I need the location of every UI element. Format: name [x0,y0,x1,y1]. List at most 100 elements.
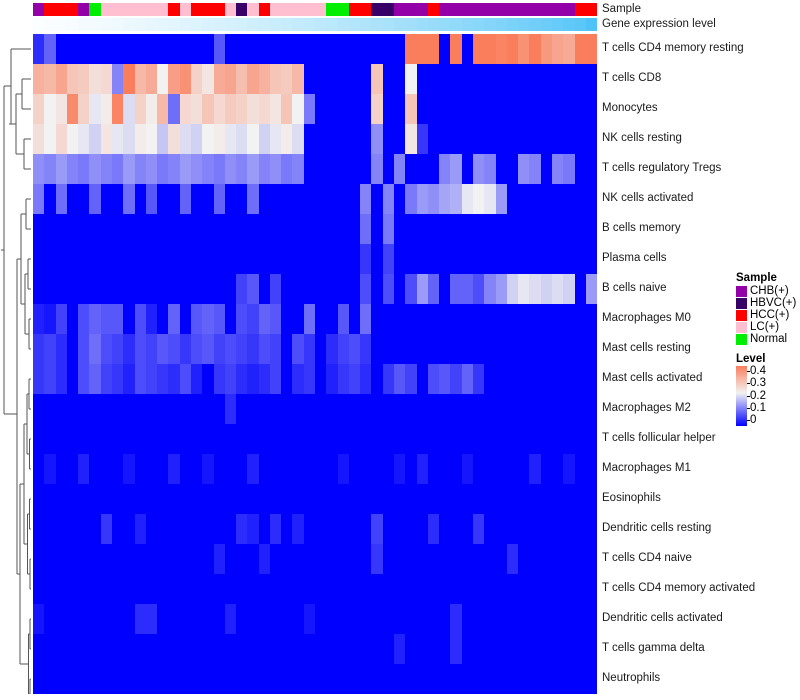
heatmap-cell [315,154,327,184]
heatmap-cell [371,214,383,244]
heatmap-cell [44,424,56,454]
heatmap-cell [348,454,361,484]
heatmap-cell [236,214,248,244]
heatmap-cell [574,664,586,694]
sample-annotation-cell [44,3,56,16]
heatmap-cell [450,214,462,244]
heatmap-cell [303,394,316,424]
heatmap-cell [190,514,203,544]
heatmap-cell [247,514,259,544]
gene-expression-cell [179,18,191,31]
heatmap-cell [563,304,575,334]
heatmap-cell [585,214,598,244]
heatmap-cell [450,544,462,574]
heatmap-cell [540,94,552,124]
heatmap-cell [529,394,541,424]
heatmap-cell [213,574,225,604]
heatmap-cell [281,394,293,424]
heatmap-cell [326,244,338,274]
heatmap-cell [111,634,124,664]
heatmap-cell [213,304,225,334]
heatmap-cell [563,574,575,604]
heatmap-cell [540,244,552,274]
sample-annotation-cell [540,3,552,16]
heatmap-cell [585,424,598,454]
heatmap-cell [157,334,169,364]
sample-annotation-cell [111,3,124,16]
legend-swatch [736,309,747,321]
heatmap-cell [111,34,124,64]
gene-expression-cell [55,18,67,31]
heatmap-cell [134,634,146,664]
sample-annotation-cell [100,3,112,16]
heatmap-cell [168,364,180,394]
heatmap-cell [326,424,338,454]
heatmap-cell [348,334,361,364]
sample-annotation-cell [89,3,101,16]
heatmap-cell [44,484,56,514]
heatmap-cell [179,574,191,604]
heatmap-cell [427,574,440,604]
legend-swatch [736,321,747,333]
heatmap-cell [427,304,440,334]
heatmap-cell [495,604,507,634]
gene-expression-cell [281,18,293,31]
heatmap-cell [518,154,530,184]
heatmap-cell [540,394,552,424]
heatmap-row [33,244,598,274]
heatmap-cell [563,154,575,184]
heatmap-cell [450,124,462,154]
heatmap-cell [506,214,519,244]
heatmap-cell [66,514,79,544]
heatmap-cell [348,664,361,694]
gene-expression-cell [563,18,575,31]
heatmap-cell [585,514,598,544]
heatmap-cell [89,604,101,634]
heatmap-cell [315,544,327,574]
heatmap-cell [145,274,158,304]
heatmap-cell [100,484,112,514]
heatmap-row [33,544,598,574]
heatmap-cell [66,214,79,244]
gene-expression-cell [315,18,327,31]
heatmap-cell [179,604,191,634]
heatmap-cell [529,154,541,184]
heatmap-cell [236,424,248,454]
heatmap-cell [337,154,349,184]
heatmap-cell [518,94,530,124]
heatmap-cell [190,364,203,394]
heatmap-cell [44,64,56,94]
legend-swatch [736,333,747,345]
heatmap-cell [540,634,552,664]
heatmap-cell [518,664,530,694]
heatmap-cell [326,544,338,574]
heatmap-cell [574,484,586,514]
heatmap-cell [236,94,248,124]
heatmap-cell [157,244,169,274]
heatmap-cell [145,574,158,604]
heatmap-cell [179,274,191,304]
heatmap-cell [394,124,406,154]
heatmap-cell [439,394,451,424]
heatmap-cell [337,484,349,514]
heatmap-cell [484,544,496,574]
row-label: Dendritic cells resting [602,522,712,534]
heatmap-cell [292,394,304,424]
heatmap-cell [574,274,586,304]
sample-annotation-cell [574,3,586,16]
heatmap-cell [224,394,237,424]
heatmap-cell [78,334,90,364]
heatmap-cell [427,154,440,184]
sample-annotation-cell [157,3,169,16]
heatmap-cell [439,214,451,244]
heatmap-cell [78,394,90,424]
heatmap-cell [190,544,203,574]
gene-expression-cell [529,18,541,31]
heatmap-cell [461,454,473,484]
heatmap-cell [190,304,203,334]
heatmap-cell [247,634,259,664]
heatmap-cell [585,34,598,64]
heatmap-cell [44,574,56,604]
heatmap-cell [574,304,586,334]
heatmap-cell [202,274,214,304]
